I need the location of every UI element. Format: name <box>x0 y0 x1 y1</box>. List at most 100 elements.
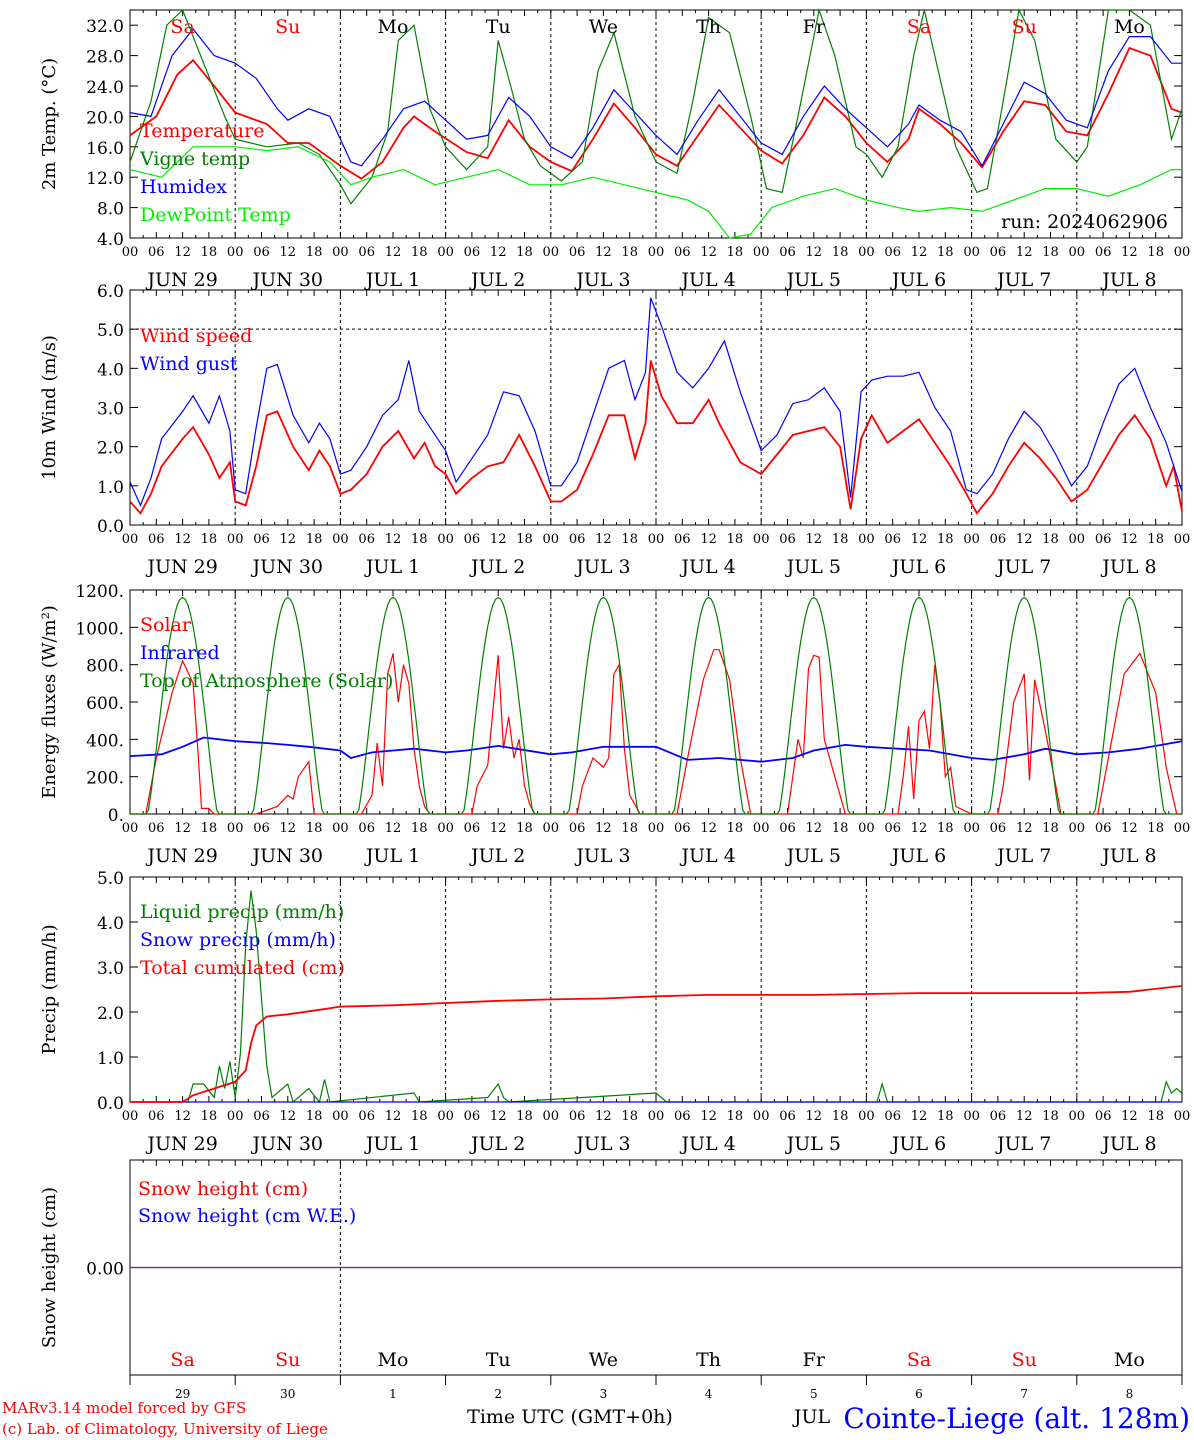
weekday-label: Mo <box>1114 16 1145 38</box>
hour-label: 06 <box>779 245 796 260</box>
hour-label: 18 <box>937 532 954 547</box>
date-label: JUL 7 <box>995 556 1051 578</box>
weekday-label: Sa <box>170 1349 194 1371</box>
y-tick-label: 28.0 <box>86 48 124 68</box>
hour-label: 12 <box>1016 1109 1033 1124</box>
legend-entry: Temperature <box>140 120 264 142</box>
hour-label: 00 <box>753 245 770 260</box>
hour-label: 12 <box>1016 821 1033 836</box>
hour-label: 18 <box>727 821 744 836</box>
hour-label: 12 <box>1121 821 1138 836</box>
hour-label: 12 <box>1121 1109 1138 1124</box>
weekday-label: Su <box>275 16 300 38</box>
hour-label: 12 <box>1016 532 1033 547</box>
y-axis-label: 2m Temp. (°C) <box>39 58 60 190</box>
hour-label: 06 <box>990 1109 1007 1124</box>
hour-label: 18 <box>1147 245 1164 260</box>
y-tick-label: 8.0 <box>97 200 124 220</box>
hour-label: 00 <box>122 1109 139 1124</box>
y-tick-label: 2.0 <box>97 1004 124 1024</box>
legend-entry: Snow height (cm) <box>138 1178 308 1200</box>
hour-label: 12 <box>911 532 928 547</box>
hour-label: 18 <box>1147 532 1164 547</box>
hour-label: 06 <box>148 1109 165 1124</box>
hour-label: 18 <box>201 821 218 836</box>
day-number: 8 <box>1126 1387 1134 1401</box>
y-tick-label: 3.0 <box>97 959 124 979</box>
model-credit: MARv3.14 model forced by GFS <box>2 1399 246 1417</box>
hour-label: 06 <box>358 1109 375 1124</box>
date-label: JUL 1 <box>364 556 420 578</box>
day-number: 3 <box>600 1387 608 1401</box>
hour-label: 12 <box>490 1109 507 1124</box>
weekday-label: Su <box>1012 16 1037 38</box>
hour-label: 12 <box>280 1109 297 1124</box>
hour-label: 00 <box>227 1109 244 1124</box>
hour-label: 06 <box>253 245 270 260</box>
date-label: JUL 8 <box>1100 269 1156 291</box>
hour-label: 00 <box>648 821 665 836</box>
hour-label: 00 <box>122 532 139 547</box>
hour-label: 18 <box>411 245 428 260</box>
hour-label: 00 <box>437 1109 454 1124</box>
hour-label: 06 <box>884 532 901 547</box>
hour-label: 00 <box>1069 532 1086 547</box>
date-label: JUL 3 <box>574 845 630 867</box>
date-label: JUL 2 <box>469 845 525 867</box>
hour-label: 06 <box>1095 532 1112 547</box>
hour-label: 18 <box>201 245 218 260</box>
y-tick-label: 0.00 <box>86 1260 124 1280</box>
hour-label: 12 <box>911 821 928 836</box>
run-label: run: 2024062906 <box>1001 211 1168 233</box>
y-tick-label: 16.0 <box>86 139 124 159</box>
hour-label: 12 <box>174 1109 191 1124</box>
legend-entry: Wind gust <box>140 353 238 375</box>
hour-label: 12 <box>595 245 612 260</box>
y-tick-label: 24.0 <box>86 78 124 98</box>
hour-label: 18 <box>832 821 849 836</box>
y-axis-label: Energy fluxes (W/m²) <box>39 605 60 799</box>
hour-label: 18 <box>516 245 533 260</box>
hour-label: 00 <box>858 1109 875 1124</box>
hour-label: 00 <box>332 1109 349 1124</box>
legend-entry: DewPoint Temp <box>140 204 291 226</box>
weekday-label: We <box>589 16 618 38</box>
legend-entry: Infrared <box>140 642 220 664</box>
weekday-label: Tu <box>486 16 511 38</box>
hour-label: 06 <box>464 821 481 836</box>
hour-label: 00 <box>332 245 349 260</box>
hour-label: 18 <box>937 245 954 260</box>
date-label: JUL 7 <box>995 845 1051 867</box>
date-label: JUL 4 <box>679 269 735 291</box>
hour-label: 06 <box>674 532 691 547</box>
hour-label: 06 <box>884 821 901 836</box>
y-tick-label: 1000. <box>75 619 124 639</box>
date-label: JUN 30 <box>251 269 323 291</box>
hour-label: 00 <box>858 245 875 260</box>
hour-label: 18 <box>306 245 323 260</box>
day-number: 30 <box>280 1387 295 1401</box>
panel-4 <box>129 876 1183 1104</box>
hour-label: 00 <box>648 245 665 260</box>
date-label: JUL 3 <box>574 1133 630 1155</box>
panel-3 <box>129 589 1183 815</box>
hour-label: 06 <box>569 821 586 836</box>
hour-label: 00 <box>543 245 560 260</box>
hour-label: 00 <box>122 245 139 260</box>
hour-label: 00 <box>1174 821 1191 836</box>
hour-label: 12 <box>490 821 507 836</box>
date-label: JUL 7 <box>995 1133 1051 1155</box>
hour-label: 12 <box>700 821 717 836</box>
y-tick-label: 3.0 <box>97 400 124 420</box>
legend-entry: Solar <box>140 614 192 636</box>
hour-label: 06 <box>358 532 375 547</box>
hour-label: 18 <box>621 821 638 836</box>
date-label: JUL 6 <box>890 556 946 578</box>
station-label: Cointe-Liege (alt. 128m) <box>843 1402 1190 1435</box>
weekday-label: Fr <box>803 16 826 38</box>
hour-label: 12 <box>1121 245 1138 260</box>
legend-entry: Vigne temp <box>139 148 250 170</box>
y-tick-label: 32.0 <box>86 17 124 37</box>
x-axis-label: Time UTC (GMT+0h) <box>467 1406 673 1428</box>
